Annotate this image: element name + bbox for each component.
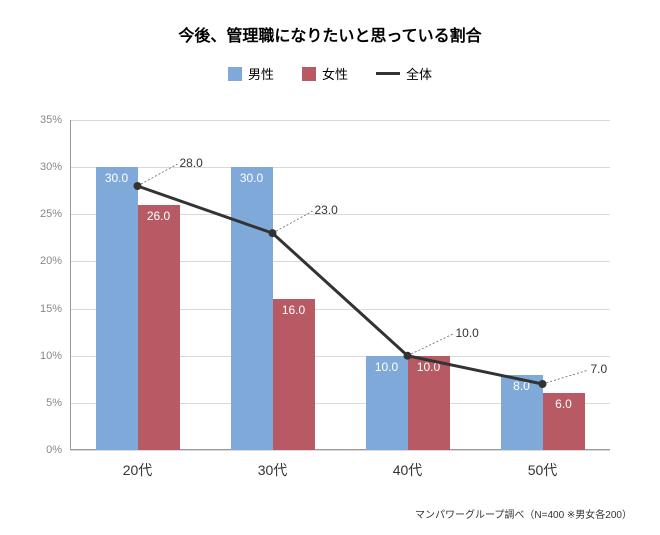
legend-item-total: 全体: [376, 64, 432, 83]
chart-title: 今後、管理職になりたいと思っている割合: [0, 0, 660, 46]
x-axis-label: 40代: [393, 450, 423, 480]
plot-area: 0%5%10%15%20%25%30%35%20代30.026.030代30.0…: [70, 120, 610, 450]
legend-label-female: 女性: [322, 64, 348, 83]
y-axis-label: 15%: [40, 303, 70, 315]
legend: 男性 女性 全体: [0, 64, 660, 83]
x-axis-label: 30代: [258, 450, 288, 480]
legend-label-male: 男性: [248, 64, 274, 83]
x-axis-label: 20代: [123, 450, 153, 480]
legend-label-total: 全体: [406, 64, 432, 83]
y-axis-label: 20%: [40, 255, 70, 267]
legend-swatch-male: [228, 67, 242, 81]
x-axis-label: 50代: [528, 450, 558, 480]
legend-line-icon: [376, 72, 400, 75]
legend-swatch-female: [302, 67, 316, 81]
y-axis-label: 10%: [40, 350, 70, 362]
y-axis-label: 0%: [46, 444, 70, 456]
y-axis-label: 25%: [40, 208, 70, 220]
y-axis-label: 35%: [40, 114, 70, 126]
y-axis-label: 30%: [40, 161, 70, 173]
legend-item-male: 男性: [228, 64, 274, 83]
chart-container: 今後、管理職になりたいと思っている割合 男性 女性 全体 0%5%10%15%2…: [0, 0, 660, 535]
legend-item-female: 女性: [302, 64, 348, 83]
total-line: [70, 120, 610, 450]
footnote: マンパワーグループ調べ（N=400 ※男女各200）: [415, 506, 632, 521]
y-axis-label: 5%: [46, 397, 70, 409]
